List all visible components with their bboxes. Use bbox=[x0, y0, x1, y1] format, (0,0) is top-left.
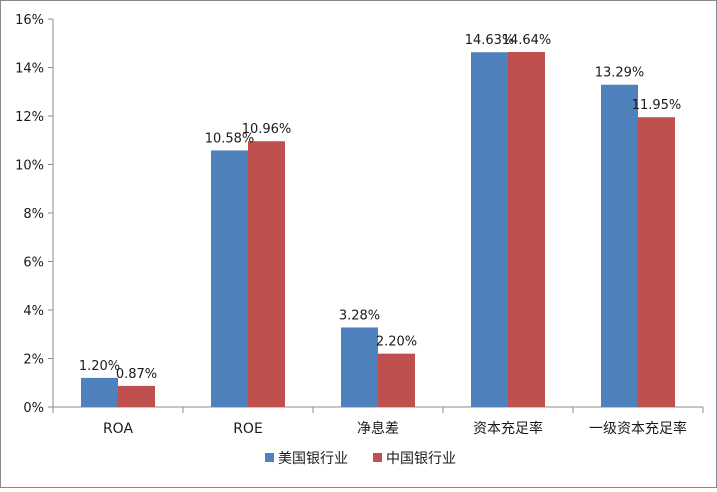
data-label: 14.64% bbox=[502, 33, 552, 48]
x-tick-label: 资本充足率 bbox=[473, 420, 543, 437]
data-label: 14.63% bbox=[465, 33, 515, 48]
x-tick-label: 一级资本充足率 bbox=[589, 420, 687, 437]
data-label: 10.58% bbox=[205, 131, 255, 146]
x-tick-label: 净息差 bbox=[357, 420, 399, 437]
bar bbox=[341, 327, 378, 407]
data-label: 13.29% bbox=[595, 66, 645, 81]
data-label: 0.87% bbox=[116, 367, 157, 382]
bar bbox=[638, 117, 675, 408]
legend-label: 中国银行业 bbox=[386, 451, 456, 467]
data-label: 11.95% bbox=[632, 98, 682, 113]
bar bbox=[211, 150, 248, 407]
legend-label: 美国银行业 bbox=[278, 451, 348, 467]
legend-swatch bbox=[265, 453, 274, 462]
y-tick-label: 14% bbox=[15, 62, 44, 77]
x-tick-label: ROA bbox=[103, 421, 134, 437]
bar bbox=[248, 141, 285, 407]
y-tick-label: 12% bbox=[15, 110, 44, 125]
y-tick-label: 16% bbox=[15, 13, 44, 28]
y-tick-label: 4% bbox=[23, 304, 44, 319]
data-label: 2.20% bbox=[376, 335, 417, 350]
y-tick-label: 8% bbox=[23, 207, 44, 222]
bar bbox=[508, 51, 545, 407]
x-tick-label: ROE bbox=[233, 421, 263, 437]
bar bbox=[471, 52, 508, 407]
data-label: 10.96% bbox=[242, 122, 292, 137]
data-labels: 1.20% 10.58% 3.28% 14.63% 13.29% 0.87% 10.96% 2… bbox=[79, 33, 681, 382]
axes: 0% 2% 4% 6% 8% 10% 12% 14% 16% ROA ROE 净息差 资本充足率 一级资本… bbox=[15, 13, 704, 437]
bar bbox=[378, 353, 415, 407]
data-label: 1.20% bbox=[79, 359, 120, 374]
bar bbox=[81, 377, 118, 407]
y-tick-label: 2% bbox=[23, 353, 44, 368]
y-tick-label: 0% bbox=[23, 401, 44, 416]
data-label: 3.28% bbox=[339, 308, 380, 323]
y-tick-label: 10% bbox=[15, 159, 44, 174]
bar bbox=[601, 84, 638, 407]
legend: 美国银行业 中国银行业 bbox=[265, 451, 456, 467]
bars bbox=[81, 51, 675, 408]
y-tick-label: 6% bbox=[23, 256, 44, 271]
bar bbox=[118, 385, 155, 407]
legend-swatch bbox=[373, 453, 382, 462]
